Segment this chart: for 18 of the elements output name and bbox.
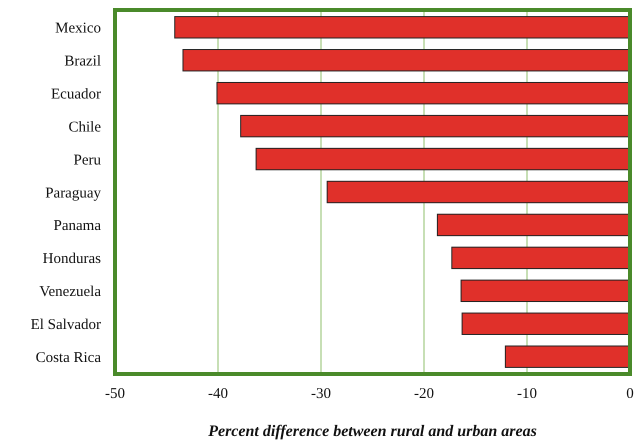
y-tick-label: Panama bbox=[54, 218, 102, 234]
y-tick-label: Brazil bbox=[64, 53, 101, 70]
y-tick-label: Mexico bbox=[55, 20, 101, 37]
y-tick-label: Ecuador bbox=[51, 86, 101, 102]
x-tick-label: -30 bbox=[311, 386, 331, 402]
y-tick-label: Honduras bbox=[42, 251, 102, 268]
y-tick-label: Peru bbox=[74, 152, 102, 168]
y-tick-label: El Salvador bbox=[30, 317, 101, 334]
x-tick-label: -40 bbox=[208, 386, 228, 402]
y-tick-label: Paraguay bbox=[45, 185, 102, 202]
y-tick-label: Costa Rica bbox=[36, 350, 102, 366]
x-tick-label: -50 bbox=[105, 386, 125, 402]
x-tick-label: -10 bbox=[517, 386, 537, 402]
x-axis-title: Percent difference between rural and urban areas bbox=[207, 423, 537, 440]
x-tick-label: -20 bbox=[414, 386, 434, 402]
y-tick-label: Venezuela bbox=[39, 284, 102, 300]
x-tick-label: 0 bbox=[626, 386, 634, 402]
y-tick-label: Chile bbox=[68, 119, 102, 136]
